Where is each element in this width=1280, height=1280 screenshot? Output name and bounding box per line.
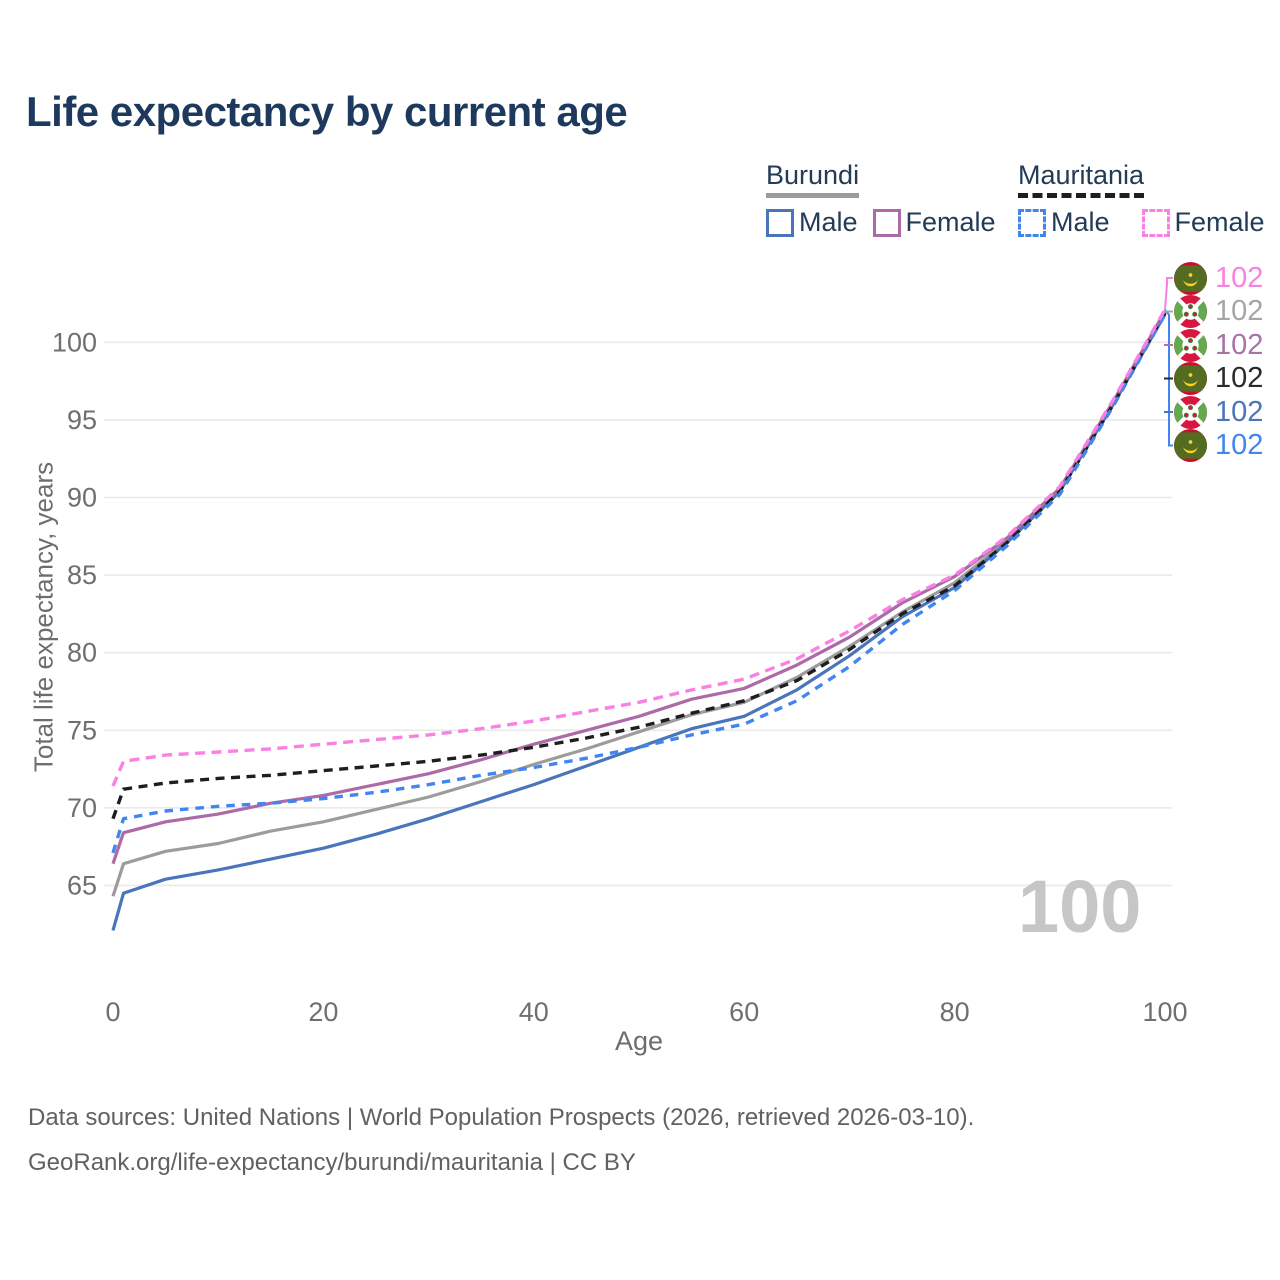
y-axis-title: Total life expectancy, years: [28, 461, 59, 773]
legend-item-label: Female: [1174, 207, 1265, 237]
series-line-mauritania-both-sexes: [111, 311, 1167, 820]
y-tick-label: 65: [67, 870, 97, 900]
legend-group-title-mauritania: Mauritania: [1018, 160, 1145, 198]
current-age-watermark: 100: [1018, 865, 1142, 948]
legend-items-mauritania: Male Female: [1018, 207, 1265, 238]
data-sources-line: Data sources: United Nations | World Pop…: [28, 1104, 975, 1131]
series-line-mauritania-male: [111, 313, 1167, 854]
x-axis-title: Age: [614, 1026, 664, 1056]
footer: Data sources: United Nations | World Pop…: [28, 1104, 974, 1194]
page-title: Life expectancy by current age: [26, 88, 628, 135]
burundi-female-swatch-icon: [872, 208, 901, 237]
mauritania-female-swatch-icon: [1141, 208, 1170, 237]
legend-group-title-burundi: Burundi: [766, 160, 860, 198]
y-tick-label: 100: [52, 327, 97, 357]
y-tick-label: 90: [67, 482, 97, 512]
mauritania-flag-icon: [1174, 262, 1207, 295]
series-end-value: 102: [1215, 429, 1264, 461]
series-end-label-mauritania-male: 102: [1174, 429, 1263, 462]
x-tick-label: 100: [1142, 997, 1187, 1027]
legend-item-burundi-female[interactable]: Female: [872, 207, 996, 238]
series-end-value: 102: [1215, 395, 1264, 428]
mauritania-male-swatch-icon: [1018, 208, 1046, 237]
series-line-burundi-male: [111, 313, 1167, 931]
mauritania-flag-icon: [1174, 429, 1207, 462]
series-end-label-burundi-male: 102: [1174, 395, 1264, 429]
y-tick-label: 80: [67, 638, 97, 668]
burundi-flag-icon: [1174, 396, 1207, 429]
attribution-line: GeoRank.org/life-expectancy/burundi/maur…: [28, 1149, 636, 1176]
series-line-burundi-both-sexes: [111, 312, 1167, 897]
series-end-value: 102: [1215, 328, 1264, 361]
series-end-label-mauritania-female: 102: [1174, 261, 1264, 295]
x-tick-label: 60: [729, 997, 759, 1027]
burundi-male-swatch-icon: [766, 208, 794, 237]
x-tick-label: 20: [308, 997, 338, 1027]
legend-item-label: Male: [1051, 207, 1110, 237]
series-end-value: 102: [1215, 362, 1264, 394]
x-tick-label: 40: [519, 997, 549, 1027]
y-tick-label: 95: [67, 405, 97, 435]
series-end-label-burundi-female: 102: [1174, 328, 1264, 362]
y-tick-label: 70: [67, 793, 97, 823]
legend-item-mauritania-female[interactable]: Female: [1141, 207, 1265, 238]
mauritania-flag-icon: [1174, 362, 1207, 395]
legend-item-burundi-male[interactable]: Male: [766, 207, 858, 238]
legend-items-burundi: Male Female: [766, 207, 996, 238]
legend-group-mauritania: Mauritania Male Female: [1018, 160, 1265, 238]
legend-group-burundi: Burundi Male Female: [766, 160, 996, 238]
x-tick-label: 80: [940, 997, 970, 1027]
series-end-value: 102: [1215, 261, 1264, 294]
burundi-flag-icon: [1174, 329, 1207, 362]
series-end-label-burundi-both: 102: [1174, 295, 1263, 328]
series-end-value: 102: [1215, 295, 1264, 327]
leader-line-top: [1164, 277, 1173, 310]
series-line-mauritania-female: [111, 308, 1167, 787]
legend-item-label: Male: [799, 207, 858, 237]
series-line-burundi-female: [111, 310, 1167, 865]
legend-item-mauritania-male[interactable]: Male: [1018, 207, 1110, 238]
burundi-flag-icon: [1174, 295, 1207, 328]
x-tick-label: 0: [105, 997, 120, 1027]
y-tick-label: 75: [67, 715, 97, 745]
series-end-label-mauritania-both: 102: [1174, 362, 1263, 395]
y-tick-label: 85: [67, 560, 97, 590]
legend-item-label: Female: [905, 207, 996, 237]
